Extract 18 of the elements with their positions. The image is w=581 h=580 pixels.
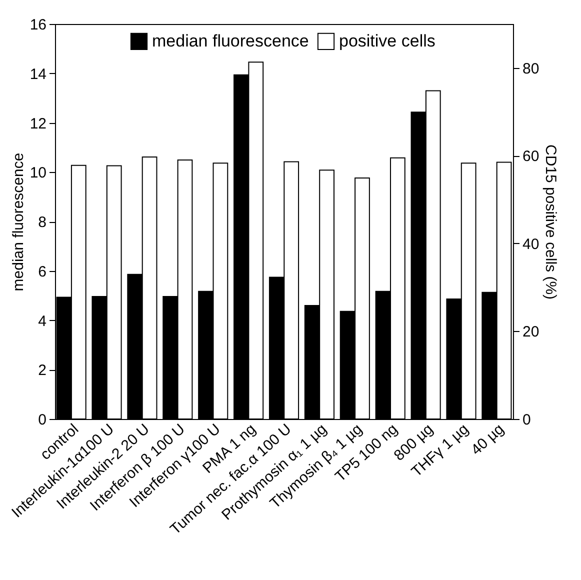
legend-label: median fluorescence [152, 31, 309, 50]
y-tick-label: 14 [30, 66, 46, 83]
y2-tick-label: 80 [522, 60, 540, 78]
y2-axis-title: CD15 positive cells (%) [542, 144, 560, 300]
y2-tick-label: 0 [522, 412, 531, 428]
y-axis-title: median fluorescence [10, 152, 27, 292]
y-tick-label: 16 [30, 16, 46, 34]
y-tick-label: 12 [30, 115, 46, 132]
legend-label: positive cells [339, 31, 436, 50]
y-tick-label: 10 [30, 164, 46, 182]
y-tick-label: 8 [38, 214, 46, 231]
y2-tick-label: 60 [522, 148, 540, 166]
y2-tick-label: 20 [522, 324, 540, 341]
y-tick-label: 2 [38, 362, 46, 380]
y-tick-label: 6 [38, 263, 46, 280]
y2-tick-label: 40 [522, 236, 540, 253]
y-tick-label: 0 [38, 412, 46, 428]
y-tick-label: 4 [38, 312, 46, 330]
